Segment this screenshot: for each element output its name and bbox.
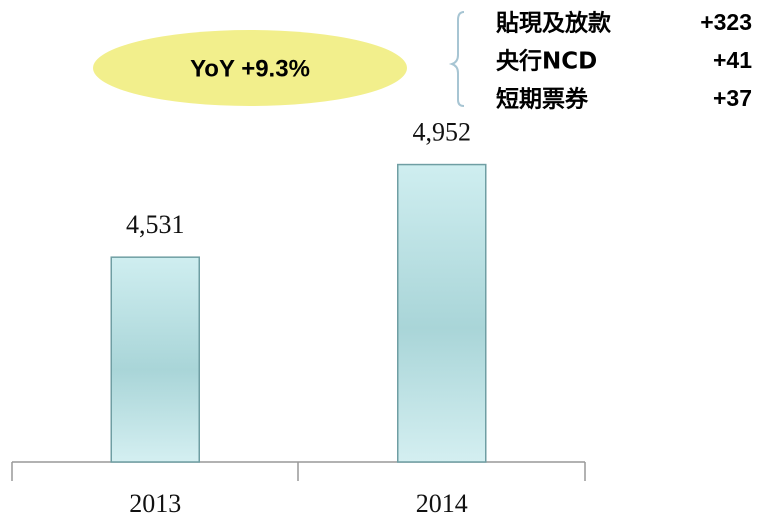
bar bbox=[110, 256, 200, 463]
annotation: YoY +9.3% bbox=[190, 55, 310, 82]
value-label: 4,531 bbox=[126, 210, 185, 239]
breakdown-label: 央行NCD bbox=[496, 48, 597, 75]
breakdown-value: +41 bbox=[713, 47, 752, 73]
x-tick-label: 2013 bbox=[129, 489, 181, 518]
x-tick-label: 2014 bbox=[416, 489, 468, 518]
breakdown-value: +323 bbox=[700, 9, 752, 35]
value-label: 4,952 bbox=[413, 118, 472, 147]
annotation-bubble bbox=[93, 30, 407, 106]
breakdown-label: 貼現及放款 bbox=[496, 10, 612, 37]
breakdown-label: 短期票券 bbox=[496, 86, 589, 113]
bar bbox=[397, 163, 487, 463]
bracket bbox=[448, 11, 465, 107]
breakdown-value: +37 bbox=[713, 85, 752, 111]
